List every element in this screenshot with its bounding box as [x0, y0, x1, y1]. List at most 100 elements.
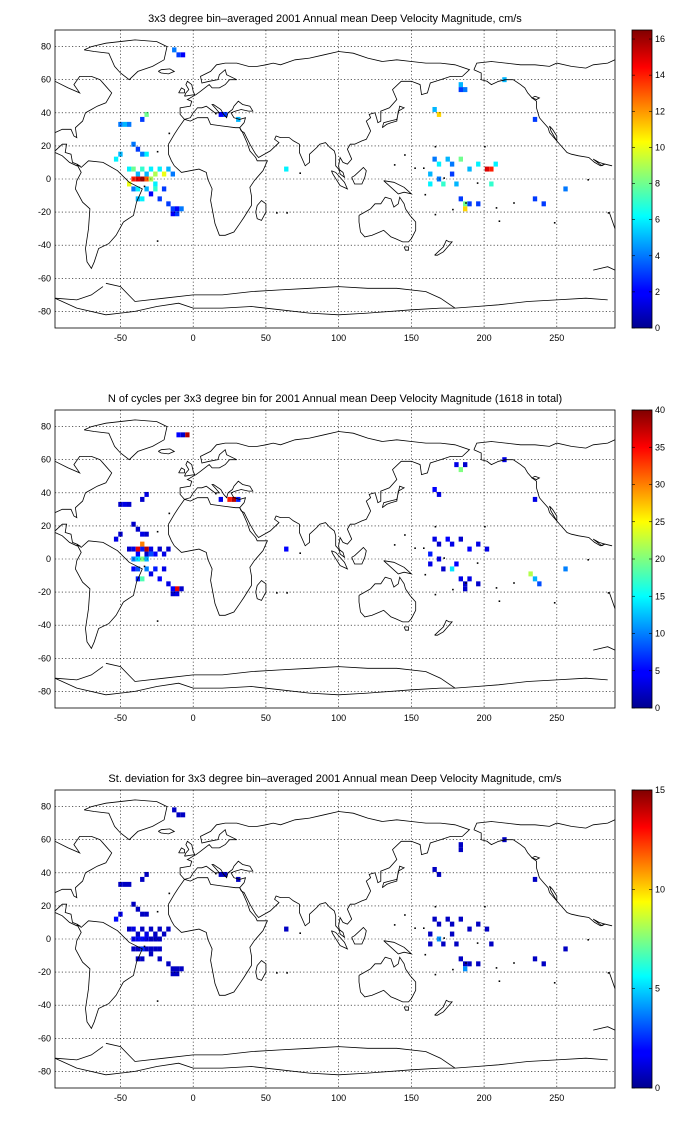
bin-cell: [476, 581, 481, 587]
bin-cell: [463, 581, 468, 587]
coastline: [473, 59, 616, 70]
y-tick-label: 0: [46, 934, 51, 944]
bin-cell: [148, 191, 154, 197]
coastline: [593, 1026, 616, 1031]
bin-cell: [140, 926, 145, 932]
bin-cell: [140, 151, 145, 157]
bin-cell: [144, 151, 149, 157]
bin-cell: [458, 842, 463, 848]
y-tick-label: -20: [38, 967, 51, 977]
colorbar-tick-label: 5: [655, 984, 660, 994]
bin-cell: [144, 546, 149, 552]
bin-cell: [436, 921, 442, 927]
bin-cell: [436, 176, 442, 182]
coastline: [473, 449, 613, 547]
coastline: [255, 959, 267, 981]
coastline: [473, 439, 616, 450]
bin-cell: [436, 161, 442, 167]
y-tick-label: -80: [38, 1066, 51, 1076]
bin-cell: [454, 941, 459, 947]
bin-cell: [122, 121, 127, 127]
bin-cell: [179, 966, 184, 972]
bin-cell: [166, 546, 171, 552]
bin-cell: [467, 546, 472, 552]
bin-cell: [135, 176, 141, 182]
coastline: [549, 125, 558, 143]
bin-cell: [449, 931, 455, 937]
bin-cell: [458, 87, 463, 93]
coastline: [83, 419, 168, 461]
y-tick-label: 40: [41, 108, 51, 118]
x-tick-label: 150: [404, 1093, 419, 1103]
bin-cell: [172, 47, 177, 53]
bin-cell: [148, 946, 154, 952]
island: [156, 530, 159, 533]
bin-cell: [131, 566, 136, 572]
y-tick-label: 60: [41, 455, 51, 465]
bin-cell: [436, 491, 442, 497]
bin-cell: [144, 556, 149, 562]
island: [434, 973, 437, 976]
bin-cell: [284, 166, 289, 172]
bin-cell: [236, 116, 241, 122]
bin-cell: [179, 586, 184, 592]
island: [465, 202, 467, 204]
bin-cell: [432, 916, 437, 922]
coastline: [358, 956, 417, 1003]
bin-cell: [432, 486, 437, 492]
bin-cell: [449, 566, 455, 572]
coastline: [549, 505, 558, 523]
bin-cell: [140, 196, 145, 202]
bin-cell: [463, 961, 468, 967]
island: [168, 512, 171, 515]
bin-cell: [532, 956, 538, 962]
coastline: [331, 550, 349, 570]
bin-cell: [153, 181, 158, 187]
island: [276, 972, 278, 974]
bin-cell: [563, 186, 568, 192]
coastline: [54, 1046, 104, 1061]
bin-cell: [135, 931, 141, 937]
bin-cell: [180, 812, 186, 818]
y-tick-label: -40: [38, 240, 51, 250]
bin-cell: [458, 576, 463, 582]
bin-cell: [118, 501, 123, 507]
bin-cell: [157, 576, 162, 582]
bin-cell: [532, 876, 538, 882]
island: [434, 525, 437, 528]
coastline: [105, 282, 608, 309]
coastline: [54, 76, 113, 139]
bin-cell: [532, 496, 538, 502]
bin-cell: [135, 171, 141, 177]
x-tick-label: 50: [261, 713, 271, 723]
island: [143, 565, 146, 568]
island: [476, 562, 479, 564]
island: [286, 212, 288, 214]
bin-cell: [528, 571, 533, 577]
bin-cell: [484, 926, 490, 932]
bin-cell: [476, 921, 481, 927]
island: [443, 177, 445, 179]
bin-cell: [170, 971, 175, 977]
coastlines: [54, 419, 616, 696]
coastline: [158, 448, 176, 455]
bin-cell: [118, 121, 123, 127]
bin-cell: [148, 546, 154, 552]
colorbar-tick-label: 30: [655, 480, 665, 490]
island: [393, 544, 396, 546]
island: [156, 1000, 159, 1002]
bin-cell: [140, 176, 145, 182]
colorbar-tick-label: 25: [655, 517, 665, 527]
bin-cell: [432, 156, 437, 162]
bin-cell: [135, 946, 141, 952]
y-tick-label: 40: [41, 868, 51, 878]
coastlines: [54, 799, 616, 1076]
bin-cell: [463, 462, 468, 468]
chart-panel-3: St. deviation for 3x3 degree bin–average…: [38, 773, 665, 1103]
bin-cell: [532, 116, 538, 122]
colorbar-tick-label: 10: [655, 629, 665, 639]
island: [215, 492, 217, 495]
chart-title: N of cycles per 3x3 degree bin for 2001 …: [108, 393, 562, 405]
coastline: [351, 166, 367, 185]
bin-cell: [489, 166, 494, 172]
